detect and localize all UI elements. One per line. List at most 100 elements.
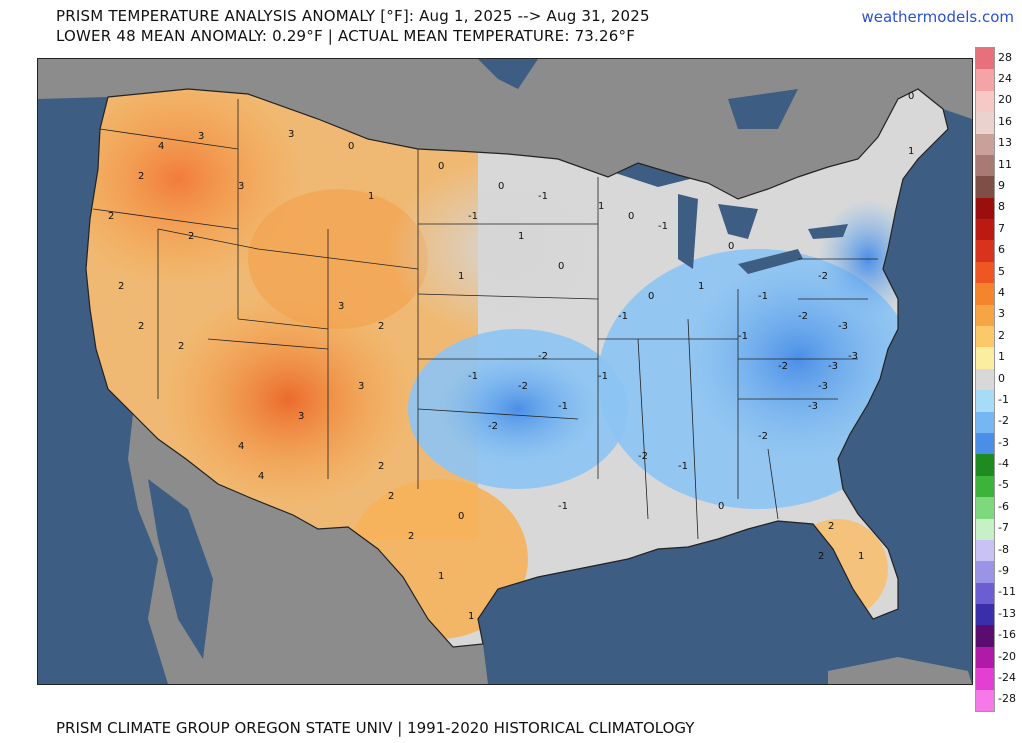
warm-core-northwest bbox=[86, 89, 308, 289]
canadian-water bbox=[478, 59, 538, 89]
colorbar-swatch bbox=[976, 475, 994, 498]
colorbar-swatch bbox=[976, 625, 994, 648]
colorbar-label: 16 bbox=[998, 114, 1012, 128]
colorbar-swatch bbox=[976, 133, 994, 156]
anomaly-label: 0 bbox=[728, 241, 734, 252]
lake-erie bbox=[738, 249, 803, 274]
anomaly-label: -1 bbox=[618, 311, 628, 322]
colorbar-swatch bbox=[976, 240, 994, 263]
colorbar-swatch bbox=[976, 689, 994, 712]
map-subtitle: LOWER 48 MEAN ANOMALY: 0.29°F | ACTUAL M… bbox=[56, 27, 636, 45]
colorbar-swatch bbox=[976, 154, 994, 177]
anomaly-label: 0 bbox=[348, 141, 354, 152]
anomaly-label: -3 bbox=[828, 361, 838, 372]
anomaly-label: -2 bbox=[818, 271, 828, 282]
anomaly-label: 2 bbox=[408, 531, 414, 542]
colorbar-swatch bbox=[976, 112, 994, 135]
colorbar-swatch bbox=[976, 48, 994, 70]
colorbar-label: 13 bbox=[998, 136, 1012, 150]
anomaly-label: -2 bbox=[758, 431, 768, 442]
colorbar-swatch bbox=[976, 518, 994, 541]
anomaly-label: 1 bbox=[858, 551, 864, 562]
anomaly-label: 0 bbox=[438, 161, 444, 172]
colorbar-label: 4 bbox=[998, 285, 1005, 299]
colorbar-label: -28 bbox=[998, 692, 1016, 706]
colorbar-label: 1 bbox=[998, 350, 1005, 364]
anomaly-label: 1 bbox=[698, 281, 704, 292]
anomaly-label: -3 bbox=[818, 381, 828, 392]
anomaly-label: -1 bbox=[758, 291, 768, 302]
anomaly-label: 1 bbox=[518, 231, 524, 242]
colorbar-label: 3 bbox=[998, 307, 1005, 321]
brand-link[interactable]: weathermodels.com bbox=[861, 8, 1014, 26]
anomaly-label: -3 bbox=[848, 351, 858, 362]
anomaly-label: 0 bbox=[558, 261, 564, 272]
colorbar-swatch bbox=[976, 90, 994, 113]
lake-michigan bbox=[678, 194, 698, 269]
colorbar-label: 2 bbox=[998, 328, 1005, 342]
colorbar-swatch bbox=[976, 261, 994, 284]
colorbar-label: -24 bbox=[998, 670, 1016, 684]
anomaly-label: -1 bbox=[538, 191, 548, 202]
state-boundaries bbox=[92, 99, 878, 540]
colorbar-swatch bbox=[976, 561, 994, 584]
colorbar-swatch bbox=[976, 497, 994, 519]
colorbar-swatch bbox=[976, 411, 994, 434]
mexico-land bbox=[128, 414, 488, 684]
colorbar-swatch bbox=[976, 219, 994, 241]
anomaly-label: -1 bbox=[558, 501, 568, 512]
colorbar-label: -3 bbox=[998, 435, 1009, 449]
anomaly-label: 0 bbox=[908, 91, 914, 102]
anomaly-label: 1 bbox=[368, 191, 374, 202]
anomaly-label: 1 bbox=[438, 571, 444, 582]
anomaly-label: -1 bbox=[468, 371, 478, 382]
colorbar-swatch bbox=[976, 176, 994, 199]
gulf-of-california bbox=[148, 479, 213, 659]
anomaly-label: 2 bbox=[388, 491, 394, 502]
colorbar-swatch bbox=[976, 604, 994, 626]
colorbar-swatch bbox=[976, 197, 994, 220]
anomaly-label: 1 bbox=[458, 271, 464, 282]
lake-ontario bbox=[808, 224, 848, 239]
colorbar-label: -8 bbox=[998, 542, 1009, 556]
anomaly-label: 2 bbox=[108, 211, 114, 222]
colorbar-label: -1 bbox=[998, 392, 1009, 406]
colorbar-swatch bbox=[976, 454, 994, 477]
anomaly-label: -2 bbox=[538, 351, 548, 362]
cool-core-central bbox=[438, 354, 598, 464]
anomaly-label: 3 bbox=[298, 411, 304, 422]
anomaly-label: 0 bbox=[628, 211, 634, 222]
anomaly-label: 2 bbox=[178, 341, 184, 352]
anomaly-label: 2 bbox=[138, 321, 144, 332]
colorbar-legend bbox=[975, 47, 995, 712]
anomaly-map: 4 3 2 2 3 2 3 2 0 1 0 -1 0 1 -1 0 1 0 -1… bbox=[37, 58, 973, 685]
colorbar-label: -20 bbox=[998, 649, 1016, 663]
anomaly-label: 3 bbox=[288, 129, 294, 140]
footer-credit: PRISM CLIMATE GROUP OREGON STATE UNIV | … bbox=[56, 719, 695, 737]
anomaly-label: 4 bbox=[158, 141, 164, 152]
colorbar-label: 5 bbox=[998, 264, 1005, 278]
colorbar-label: 8 bbox=[998, 200, 1005, 214]
anomaly-label: 2 bbox=[138, 171, 144, 182]
colorbar-label: -16 bbox=[998, 628, 1016, 642]
conus-outline bbox=[85, 88, 949, 648]
anomaly-label: 2 bbox=[378, 461, 384, 472]
colorbar-swatch bbox=[976, 539, 994, 562]
colorbar-label: 0 bbox=[998, 371, 1005, 385]
anomaly-label: -2 bbox=[778, 361, 788, 372]
colorbar-label: -5 bbox=[998, 478, 1009, 492]
anomaly-label: 4 bbox=[258, 471, 264, 482]
colorbar-swatch bbox=[976, 326, 994, 348]
anomaly-label: 2 bbox=[818, 551, 824, 562]
near-normal-plains bbox=[388, 159, 628, 339]
anomaly-label: -3 bbox=[838, 321, 848, 332]
cuba-land bbox=[828, 657, 972, 684]
anomaly-label: -2 bbox=[638, 451, 648, 462]
anomaly-label: 2 bbox=[118, 281, 124, 292]
anomaly-label: 4 bbox=[238, 441, 244, 452]
anomaly-label: 0 bbox=[718, 501, 724, 512]
colorbar-label: -4 bbox=[998, 457, 1009, 471]
anomaly-label: 2 bbox=[378, 321, 384, 332]
anomaly-label: -1 bbox=[738, 331, 748, 342]
anomaly-labels: 4 3 2 2 3 2 3 2 0 1 0 -1 0 1 -1 0 1 0 -1… bbox=[108, 91, 914, 622]
